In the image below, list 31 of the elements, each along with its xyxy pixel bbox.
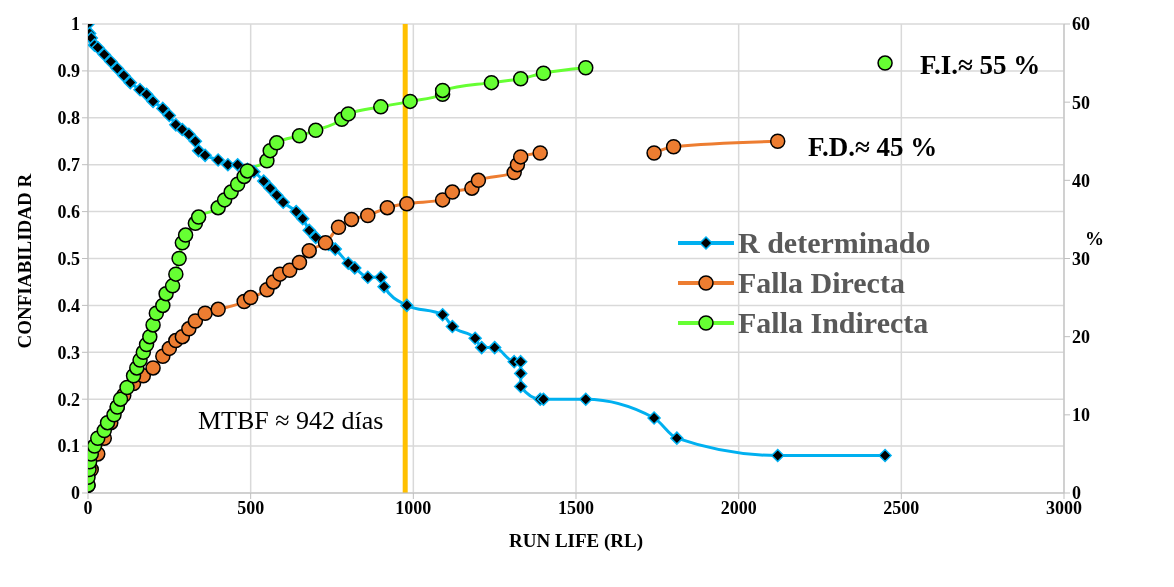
y-tick-label: 0.6 [57, 201, 80, 222]
y-tick-label: 0.4 [57, 295, 80, 316]
y2-tick-label: 10 [1072, 405, 1090, 426]
y-tick-label: 0 [71, 483, 80, 504]
y-tick-label: 0.5 [57, 248, 80, 269]
y-tick-label: 0.9 [57, 61, 80, 82]
annotation: F.D.≈ 45 % [808, 132, 938, 163]
y2-tick-label: 20 [1072, 327, 1090, 348]
y2-tick-label: 40 [1072, 170, 1090, 191]
y2-tick-label: 50 [1072, 92, 1090, 113]
x-tick-label: 1500 [558, 497, 594, 518]
x-tick-label: 2000 [720, 497, 757, 518]
y-tick-label: 0.3 [57, 342, 80, 363]
y-tick-label: 0.2 [57, 389, 80, 410]
x-tick-label: 2500 [883, 497, 920, 518]
legend-label: R determinado [738, 225, 931, 261]
legend-label: Falla Directa [738, 265, 905, 301]
x-tick-label: 500 [237, 497, 265, 518]
y2-axis-title: % [1085, 228, 1104, 250]
legend-label: Falla Indirecta [738, 305, 929, 341]
annotation: F.I.≈ 55 % [920, 50, 1041, 81]
y2-tick-label: 30 [1072, 248, 1090, 269]
y2-tick-label: 60 [1072, 14, 1090, 35]
x-axis-title: RUN LIFE (RL) [508, 530, 644, 552]
y-tick-label: 1 [71, 14, 80, 35]
y-tick-label: 0.1 [57, 436, 80, 457]
annotation: MTBF ≈ 942 días [198, 406, 384, 436]
x-tick-label: 1000 [395, 497, 432, 518]
y-tick-label: 0.7 [57, 155, 80, 176]
y-axis-title: CONFIABILIDAD R [13, 173, 35, 349]
y-tick-label: 0.8 [57, 108, 80, 129]
